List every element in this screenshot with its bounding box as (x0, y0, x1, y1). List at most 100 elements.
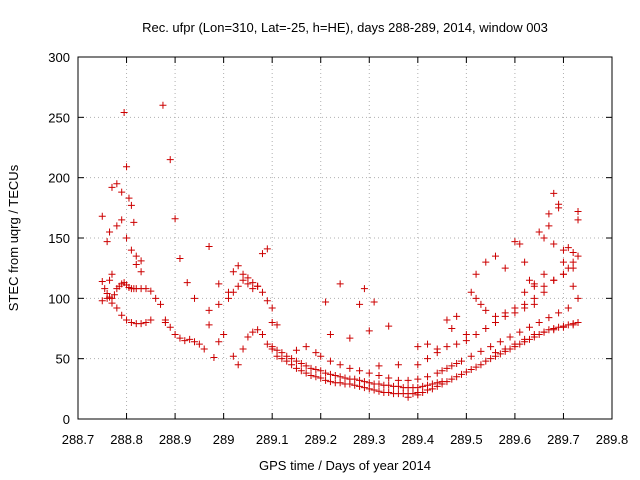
data-point (147, 287, 155, 295)
data-point (472, 294, 480, 302)
x-tick-label: 289.1 (256, 432, 289, 447)
data-point (491, 312, 499, 320)
data-point (147, 316, 155, 324)
data-point (521, 335, 529, 343)
data-point (113, 222, 121, 230)
data-point (574, 216, 582, 224)
x-tick-label: 289.3 (353, 432, 386, 447)
data-point (428, 385, 436, 393)
data-point (356, 300, 364, 308)
data-point (326, 370, 334, 378)
data-point (278, 349, 286, 357)
data-point (438, 380, 446, 388)
data-point (157, 300, 165, 308)
x-tick-label: 289.6 (499, 432, 532, 447)
data-point (443, 343, 451, 351)
data-point (501, 345, 509, 353)
data-point (268, 318, 276, 326)
data-point (370, 386, 378, 394)
data-point (525, 323, 533, 331)
data-point (404, 376, 412, 384)
data-point (118, 216, 126, 224)
data-point (501, 309, 509, 317)
data-point (229, 352, 237, 360)
data-points (98, 101, 582, 401)
data-point (414, 375, 422, 383)
data-point (360, 384, 368, 392)
data-point (326, 378, 334, 386)
data-point (273, 346, 281, 354)
data-point (491, 252, 499, 260)
y-tick-label: 0 (63, 412, 70, 427)
data-point (375, 380, 383, 388)
x-tick-label: 289.7 (547, 432, 580, 447)
data-point (564, 264, 572, 272)
y-tick-label: 50 (56, 352, 70, 367)
x-tick-label: 289.8 (596, 432, 629, 447)
data-point (125, 194, 133, 202)
data-point (171, 331, 179, 339)
data-point (171, 215, 179, 223)
data-point (183, 279, 191, 287)
data-point (530, 294, 538, 302)
data-point (106, 276, 114, 284)
data-point (545, 222, 553, 230)
data-point (159, 101, 167, 109)
data-point (302, 362, 310, 370)
data-point (375, 372, 383, 380)
data-point (448, 375, 456, 383)
data-point (351, 381, 359, 389)
data-point (569, 321, 577, 329)
data-point (414, 384, 422, 392)
data-point (317, 352, 325, 360)
data-point (249, 279, 257, 287)
grid (78, 57, 612, 419)
data-point (166, 323, 174, 331)
data-point (540, 234, 548, 242)
data-point (137, 257, 145, 265)
data-point (127, 318, 135, 326)
data-point (103, 294, 111, 302)
data-point (482, 258, 490, 266)
data-point (375, 362, 383, 370)
data-point (458, 357, 466, 365)
data-point (424, 355, 432, 363)
data-point (467, 352, 475, 360)
data-point (521, 300, 529, 308)
data-point (263, 340, 271, 348)
data-point (550, 276, 558, 284)
data-point (258, 250, 266, 258)
data-point (555, 309, 563, 317)
data-point (205, 306, 213, 314)
data-point (525, 276, 533, 284)
data-point (244, 274, 252, 282)
data-point (195, 340, 203, 348)
data-point (113, 304, 121, 312)
x-tick-label: 288.8 (110, 432, 143, 447)
data-point (244, 333, 252, 341)
data-point (564, 244, 572, 252)
data-point (142, 285, 150, 293)
data-point (215, 300, 223, 308)
data-point (181, 337, 189, 345)
data-point (123, 163, 131, 171)
data-point (516, 328, 524, 336)
data-point (356, 376, 364, 384)
data-point (419, 388, 427, 396)
data-point (438, 367, 446, 375)
chart-title: Rec. ufpr (Lon=310, Lat=-25, h=HE), days… (142, 20, 548, 35)
data-point (215, 280, 223, 288)
data-point (118, 311, 126, 319)
data-point (297, 367, 305, 375)
x-tick-label: 288.7 (62, 432, 95, 447)
data-point (385, 381, 393, 389)
data-point (360, 378, 368, 386)
data-point (385, 374, 393, 382)
data-point (511, 340, 519, 348)
data-point (132, 261, 140, 269)
data-point (360, 285, 368, 293)
data-point (496, 350, 504, 358)
data-point (385, 388, 393, 396)
data-point (394, 376, 402, 384)
